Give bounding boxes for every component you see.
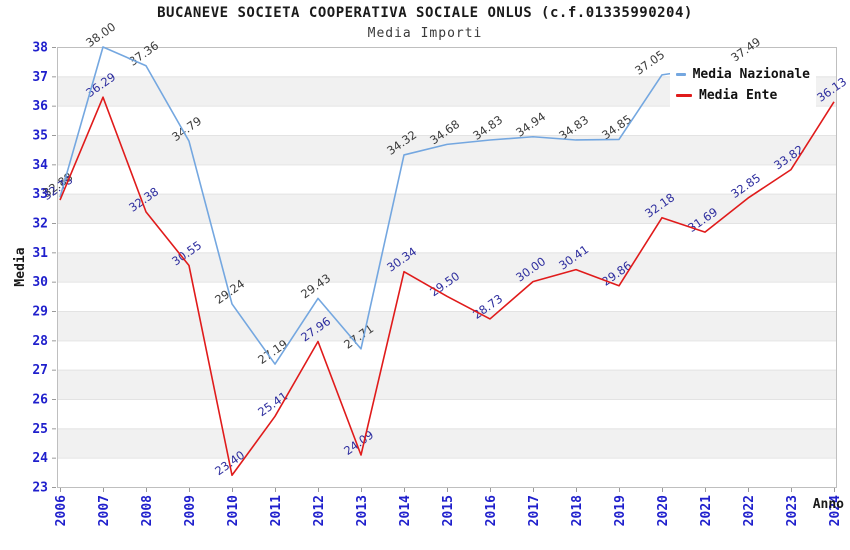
- y-tick-label: 25: [32, 422, 48, 437]
- media-ente-line-swatch: [676, 94, 692, 97]
- y-tick-label: 33: [32, 187, 48, 202]
- legend-label: Media Nazionale: [692, 67, 810, 82]
- media-nazionale-line-swatch: [676, 73, 686, 76]
- x-tick-label: 2010: [226, 495, 241, 526]
- series-line-media-nazionale: [59, 46, 749, 365]
- x-tick-label: 2019: [613, 495, 628, 526]
- y-axis-title: Media: [13, 247, 28, 286]
- data-label: 38.00: [83, 20, 118, 50]
- y-tick-label: 24: [32, 451, 48, 466]
- x-tick-label: 2013: [355, 495, 370, 526]
- legend: Media Nazionale Media Ente: [670, 61, 816, 110]
- x-tick-label: 2014: [398, 495, 413, 526]
- x-tick-label: 2018: [570, 495, 585, 526]
- x-tick-label: 2008: [140, 495, 155, 526]
- y-tick-label: 36: [32, 99, 48, 114]
- grid-band: [57, 252, 836, 282]
- y-tick-label: 29: [32, 305, 48, 320]
- x-tick-label: 2016: [484, 495, 499, 526]
- plot-border: [57, 47, 837, 488]
- grid-band: [57, 369, 836, 399]
- x-tick-label: 2021: [699, 495, 714, 526]
- grid-band: [57, 428, 836, 458]
- legend-item-media-nazionale: Media Nazionale: [670, 64, 816, 85]
- x-tick-label: 2009: [183, 495, 198, 526]
- legend-label: Media Ente: [699, 88, 778, 103]
- y-tick-label: 28: [32, 334, 48, 349]
- y-tick-label: 23: [32, 481, 48, 496]
- x-tick-label: 2011: [269, 495, 284, 526]
- y-tick-label: 26: [32, 393, 48, 408]
- x-tick-label: 2023: [785, 495, 800, 526]
- series-line-media-ente: [59, 96, 835, 477]
- chart-title: BUCANEVE SOCIETA COOPERATIVA SOCIALE ONL…: [157, 5, 693, 21]
- y-tick-label: 27: [32, 363, 48, 378]
- x-tick-label: 2020: [656, 495, 671, 526]
- grid-band: [57, 135, 836, 165]
- x-tick-label: 2024: [828, 495, 843, 526]
- y-tick-label: 34: [32, 158, 48, 173]
- x-tick-label: 2017: [527, 495, 542, 526]
- x-tick-label: 2007: [97, 495, 112, 526]
- y-tick-label: 38: [32, 41, 48, 56]
- x-tick-label: 2006: [54, 495, 69, 526]
- y-tick-label: 35: [32, 129, 48, 144]
- grid-band: [57, 311, 836, 341]
- grid-band: [57, 193, 836, 223]
- data-label: 37.05: [632, 47, 667, 77]
- x-tick-label: 2022: [742, 495, 757, 526]
- y-tick-label: 30: [32, 275, 48, 290]
- chart-subtitle: Media Importi: [367, 26, 483, 41]
- legend-item-media-ente: Media Ente: [670, 85, 816, 106]
- x-axis-title: Anno: [813, 497, 844, 512]
- y-tick-label: 32: [32, 217, 48, 232]
- y-tick-label: 31: [32, 246, 48, 261]
- x-tick-label: 2012: [312, 495, 327, 526]
- x-tick-label: 2015: [441, 495, 456, 526]
- y-tick-label: 37: [32, 70, 48, 85]
